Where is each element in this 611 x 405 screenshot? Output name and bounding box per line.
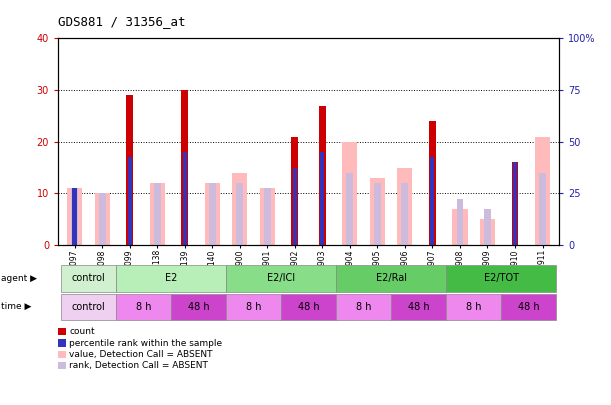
Text: 48 h: 48 h — [518, 302, 540, 312]
Bar — [511, 162, 519, 245]
Text: count: count — [69, 327, 95, 336]
Bar — [370, 178, 385, 245]
Bar — [154, 183, 161, 245]
Bar — [181, 90, 188, 245]
Text: E2: E2 — [165, 273, 177, 283]
Text: value, Detection Call = ABSENT: value, Detection Call = ABSENT — [69, 350, 213, 359]
Bar — [291, 136, 298, 245]
Bar — [73, 188, 76, 245]
Bar — [397, 168, 412, 245]
Bar — [260, 188, 275, 245]
Bar — [95, 194, 109, 245]
Bar — [346, 173, 353, 245]
Bar — [535, 136, 550, 245]
Text: E2/Ral: E2/Ral — [376, 273, 407, 283]
Text: 8 h: 8 h — [466, 302, 481, 312]
Bar — [513, 162, 517, 245]
Bar — [71, 188, 78, 245]
Bar — [264, 188, 271, 245]
Bar — [183, 152, 187, 245]
Bar — [430, 157, 434, 245]
Bar — [429, 121, 436, 245]
Text: 48 h: 48 h — [188, 302, 209, 312]
Bar — [126, 95, 133, 245]
Text: time ▶: time ▶ — [1, 302, 32, 311]
Text: percentile rank within the sample: percentile rank within the sample — [69, 339, 222, 347]
Bar — [539, 173, 546, 245]
Bar — [232, 173, 247, 245]
Text: 48 h: 48 h — [298, 302, 320, 312]
Text: control: control — [71, 302, 105, 312]
Text: E2/TOT: E2/TOT — [484, 273, 519, 283]
Bar — [293, 168, 297, 245]
Text: E2/ICI: E2/ICI — [267, 273, 295, 283]
Bar — [67, 188, 82, 245]
Text: agent ▶: agent ▶ — [1, 274, 37, 283]
Text: rank, Detection Call = ABSENT: rank, Detection Call = ABSENT — [69, 361, 208, 370]
Bar — [98, 194, 106, 245]
Bar — [150, 183, 165, 245]
Bar — [511, 173, 519, 245]
Text: control: control — [71, 273, 105, 283]
Bar — [456, 198, 463, 245]
Bar — [236, 183, 243, 245]
Bar — [452, 209, 467, 245]
Bar — [128, 157, 132, 245]
Text: 8 h: 8 h — [246, 302, 262, 312]
Bar — [342, 142, 357, 245]
Text: GDS881 / 31356_at: GDS881 / 31356_at — [58, 15, 186, 28]
Bar — [320, 152, 324, 245]
Bar — [374, 183, 381, 245]
Text: 8 h: 8 h — [136, 302, 151, 312]
Bar — [484, 209, 491, 245]
Text: 8 h: 8 h — [356, 302, 371, 312]
Text: 48 h: 48 h — [408, 302, 430, 312]
Bar — [205, 183, 220, 245]
Bar — [401, 183, 408, 245]
Bar — [209, 183, 216, 245]
Bar — [480, 219, 495, 245]
Bar — [319, 106, 326, 245]
